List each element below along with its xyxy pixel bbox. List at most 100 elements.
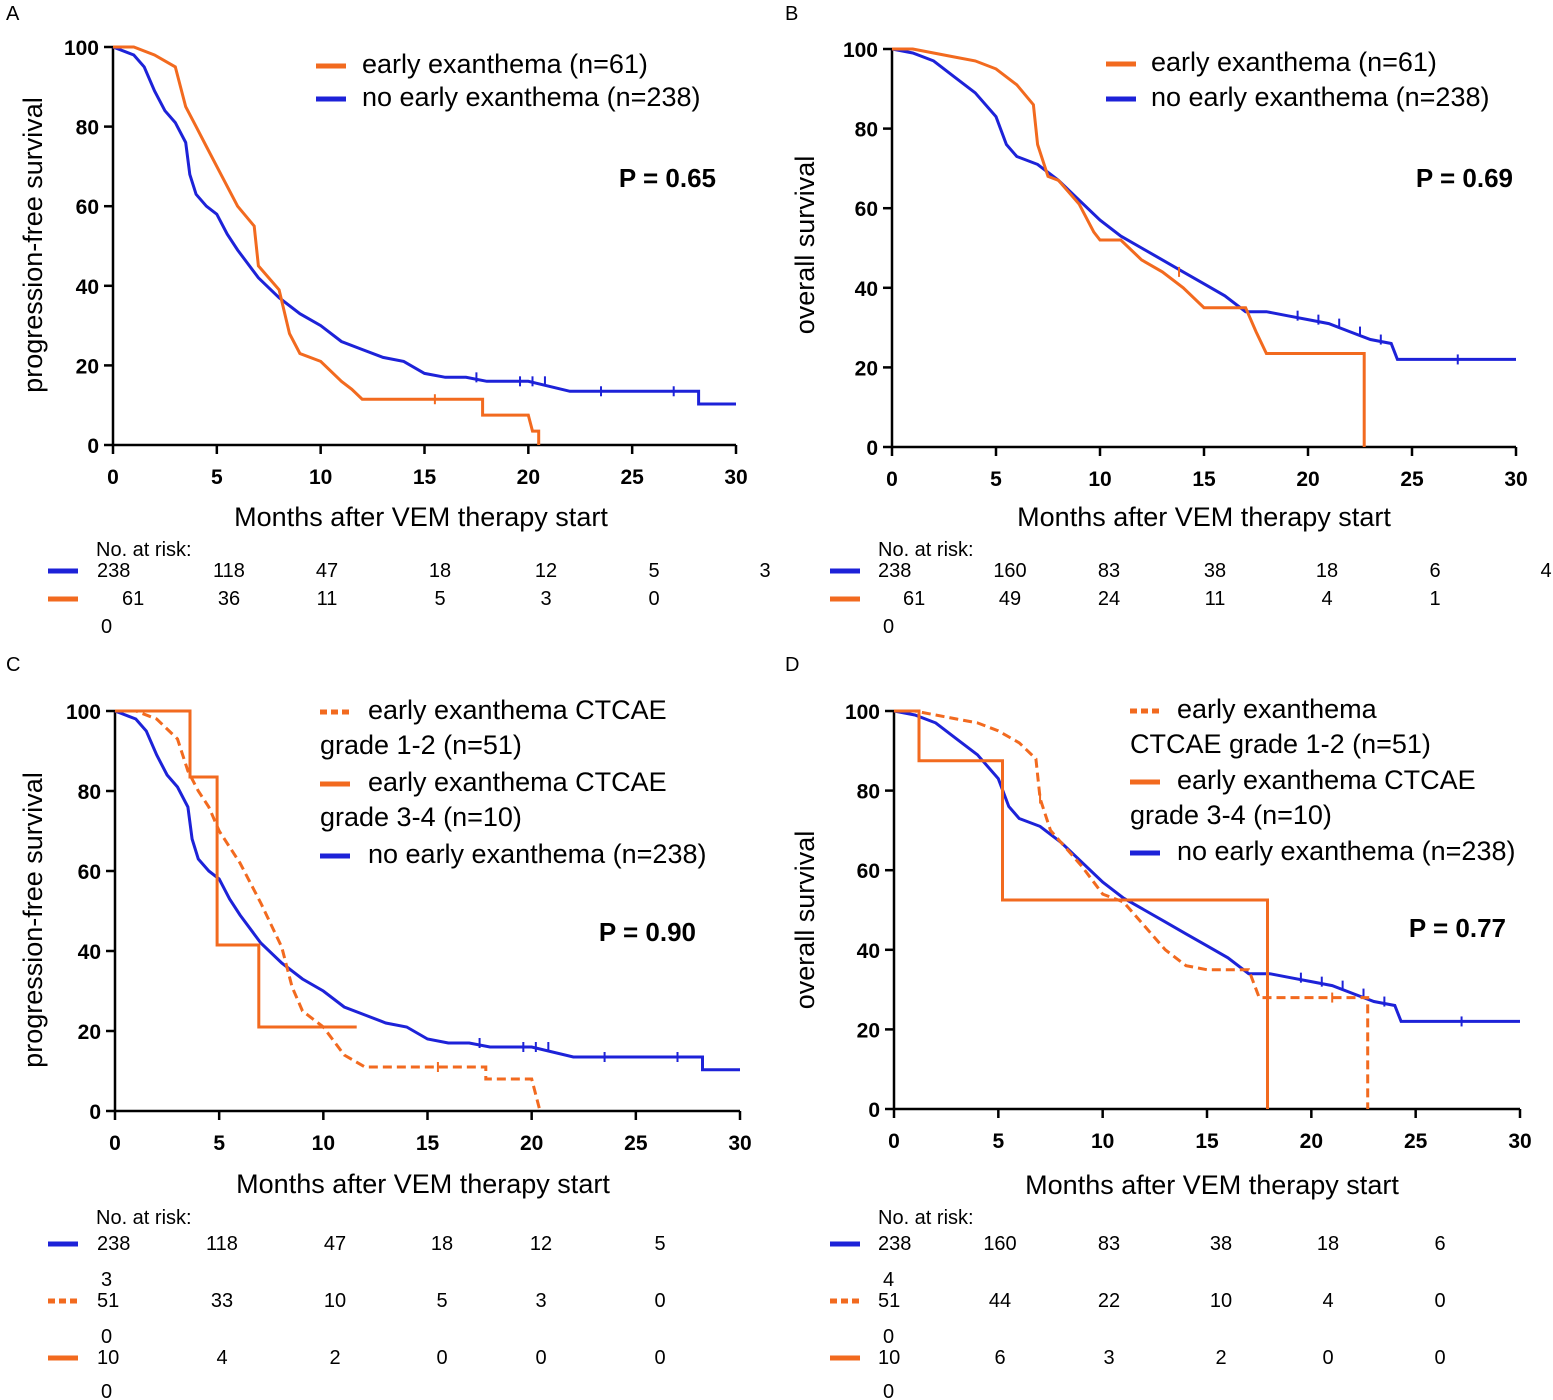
risk-value: 2 <box>329 1347 340 1369</box>
y-tick-label: 0 <box>89 1101 101 1124</box>
risk-value: 0 <box>648 588 659 610</box>
x-axis-label: Months after VEM therapy start <box>236 1169 610 1199</box>
y-tick-label: 80 <box>76 117 99 140</box>
legend-label-line2: grade 1-2 (n=51) <box>320 730 522 760</box>
risk-value: 12 <box>530 1233 552 1255</box>
risk-value: 0 <box>654 1290 665 1312</box>
y-tick-label: 40 <box>855 278 878 301</box>
x-tick-label: 30 <box>724 466 747 489</box>
y-tick-label: 20 <box>855 357 878 380</box>
y-tick-label: 60 <box>855 198 878 221</box>
x-tick-label: 15 <box>416 1132 440 1155</box>
x-tick-label: 30 <box>1504 468 1527 491</box>
risk-value: 4 <box>1321 588 1332 610</box>
x-axis-label: Months after VEM therapy start <box>234 502 608 532</box>
risk-value: 10 <box>878 1347 900 1369</box>
risk-value: 0 <box>1434 1347 1445 1369</box>
risk-value: 118 <box>206 1233 238 1255</box>
km-curve-orange <box>113 45 541 445</box>
risk-value: 0 <box>654 1347 665 1369</box>
x-tick-label: 20 <box>517 466 540 489</box>
risk-value: 10 <box>324 1290 346 1312</box>
legend-label: early exanthema CTCAE <box>368 695 667 725</box>
x-tick-label: 0 <box>107 466 119 489</box>
y-tick-label: 100 <box>845 701 880 724</box>
y-tick-label: 80 <box>78 781 101 804</box>
y-tick-label: 100 <box>66 701 101 724</box>
km-curve-orange <box>894 709 1269 1109</box>
legend-label: no early exanthema (n=238) <box>1151 82 1489 112</box>
risk-value: 47 <box>324 1233 346 1255</box>
risk-value: 22 <box>1098 1290 1120 1312</box>
y-tick-label: 60 <box>857 860 880 883</box>
x-tick-label: 15 <box>1195 1130 1219 1153</box>
risk-value: 24 <box>1098 588 1120 610</box>
y-tick-label: 100 <box>64 37 99 60</box>
risk-value: 61 <box>903 588 925 610</box>
legend-label-line2: grade 3-4 (n=10) <box>1130 800 1332 830</box>
y-tick-label: 40 <box>76 276 99 299</box>
y-tick-label: 80 <box>857 781 880 804</box>
risk-value: 3 <box>759 560 770 582</box>
risk-value: 11 <box>317 588 338 610</box>
legend-label: early exanthema (n=61) <box>1151 47 1437 77</box>
risk-value: 0 <box>101 1326 112 1348</box>
risk-value: 10 <box>97 1347 119 1369</box>
y-tick-label: 60 <box>76 196 99 219</box>
risk-value: 3 <box>535 1290 546 1312</box>
x-tick-label: 5 <box>211 466 223 489</box>
p-value: P = 0.69 <box>1416 163 1513 193</box>
y-tick-label: 0 <box>866 437 878 460</box>
legend-label: early exanthema CTCAE <box>368 767 667 797</box>
km-curve-orange <box>115 709 357 1029</box>
y-tick-label: 0 <box>87 435 99 458</box>
y-axis-label: overall survival <box>790 831 820 1010</box>
risk-value: 160 <box>983 1233 1016 1255</box>
risk-value: 5 <box>436 1290 447 1312</box>
risk-value: 6 <box>994 1347 1005 1369</box>
y-tick-label: 60 <box>78 861 101 884</box>
risk-value: 0 <box>883 1381 894 1400</box>
risk-value: 47 <box>316 560 338 582</box>
x-tick-label: 10 <box>309 466 332 489</box>
risk-value: 4 <box>1540 560 1551 582</box>
x-tick-label: 10 <box>1091 1130 1114 1153</box>
panel-letter: C <box>6 654 20 676</box>
legend-label: early exanthema <box>1177 694 1378 724</box>
km-curve-blue <box>112 45 736 406</box>
legend-label: no early exanthema (n=238) <box>368 839 706 869</box>
risk-value: 38 <box>1204 560 1226 582</box>
x-tick-label: 20 <box>520 1132 543 1155</box>
x-tick-label: 0 <box>109 1132 121 1155</box>
y-axis-label: progression-free survival <box>18 97 48 393</box>
y-tick-label: 20 <box>78 1021 101 1044</box>
panel-letter: A <box>6 3 20 25</box>
risk-value: 51 <box>878 1290 900 1312</box>
risk-value: 61 <box>122 588 144 610</box>
risk-value: 49 <box>999 588 1021 610</box>
y-tick-label: 20 <box>76 355 99 378</box>
risk-value: 6 <box>1434 1233 1445 1255</box>
panel-a: A0 5 10 15 20 25 30020406080100progression-fre… <box>6 3 771 638</box>
x-tick-label: 10 <box>312 1132 335 1155</box>
km-curve-blue <box>114 709 740 1072</box>
legend-label: early exanthema (n=61) <box>362 49 648 79</box>
risk-value: 160 <box>993 560 1026 582</box>
x-tick-label: 10 <box>1088 468 1111 491</box>
risk-value: 4 <box>216 1347 227 1369</box>
legend-label: no early exanthema (n=238) <box>362 82 700 112</box>
x-axis-label: Months after VEM therapy start <box>1025 1170 1399 1200</box>
risk-value: 0 <box>101 1381 112 1400</box>
y-tick-label: 20 <box>857 1019 880 1042</box>
km-curve-orange <box>892 47 1366 447</box>
risk-value: 11 <box>1205 588 1226 610</box>
x-tick-label: 5 <box>992 1130 1004 1153</box>
risk-value: 0 <box>883 1326 894 1348</box>
x-tick-label: 25 <box>1404 1130 1428 1153</box>
risk-value: 33 <box>211 1290 233 1312</box>
y-tick-label: 80 <box>855 119 878 142</box>
panel-letter: B <box>785 3 798 25</box>
risk-value: 4 <box>1322 1290 1333 1312</box>
risk-table-title: No. at risk: <box>878 1207 974 1229</box>
